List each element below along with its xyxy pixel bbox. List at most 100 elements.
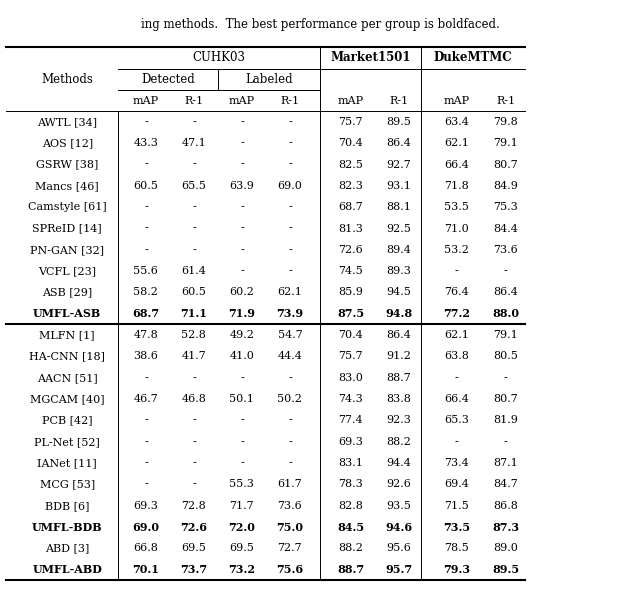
Text: 94.4: 94.4 — [387, 458, 411, 468]
Text: 72.8: 72.8 — [182, 501, 206, 511]
Text: 73.6: 73.6 — [278, 501, 302, 511]
Text: 53.2: 53.2 — [444, 245, 468, 255]
Text: 65.3: 65.3 — [444, 415, 468, 426]
Text: MLFN [1]: MLFN [1] — [40, 330, 95, 340]
Text: 73.2: 73.2 — [228, 564, 255, 575]
Text: 52.8: 52.8 — [182, 330, 206, 340]
Text: -: - — [454, 266, 458, 276]
Text: 86.4: 86.4 — [387, 138, 411, 148]
Text: -: - — [288, 138, 292, 148]
Text: 94.6: 94.6 — [385, 521, 412, 532]
Text: -: - — [240, 458, 244, 468]
Text: -: - — [240, 160, 244, 170]
Text: -: - — [192, 373, 196, 383]
Text: -: - — [192, 245, 196, 255]
Text: 69.4: 69.4 — [444, 479, 468, 489]
Text: 93.1: 93.1 — [387, 181, 411, 191]
Text: 79.1: 79.1 — [493, 138, 518, 148]
Text: -: - — [504, 373, 508, 383]
Text: 75.6: 75.6 — [276, 564, 303, 575]
Text: 63.4: 63.4 — [444, 117, 468, 127]
Text: -: - — [144, 415, 148, 426]
Text: 46.7: 46.7 — [134, 394, 158, 404]
Text: 82.8: 82.8 — [339, 501, 363, 511]
Text: 77.2: 77.2 — [443, 309, 470, 319]
Text: 70.4: 70.4 — [339, 330, 363, 340]
Text: -: - — [288, 415, 292, 426]
Text: 72.0: 72.0 — [228, 521, 255, 532]
Text: DukeMTMC: DukeMTMC — [434, 51, 512, 64]
Text: 61.4: 61.4 — [182, 266, 206, 276]
Text: -: - — [240, 415, 244, 426]
Text: -: - — [192, 437, 196, 447]
Text: -: - — [192, 415, 196, 426]
Text: 72.6: 72.6 — [339, 245, 363, 255]
Text: -: - — [144, 437, 148, 447]
Text: -: - — [504, 266, 508, 276]
Text: 62.1: 62.1 — [444, 138, 468, 148]
Text: 41.7: 41.7 — [182, 352, 206, 362]
Text: 74.5: 74.5 — [339, 266, 363, 276]
Text: 71.1: 71.1 — [180, 309, 207, 319]
Text: 74.3: 74.3 — [339, 394, 363, 404]
Text: 89.3: 89.3 — [387, 266, 411, 276]
Text: PN-GAN [32]: PN-GAN [32] — [30, 245, 104, 255]
Text: 41.0: 41.0 — [230, 352, 254, 362]
Text: 61.7: 61.7 — [278, 479, 302, 489]
Text: mAP: mAP — [229, 96, 255, 106]
Text: ABD [3]: ABD [3] — [45, 543, 90, 553]
Text: 81.9: 81.9 — [493, 415, 518, 426]
Text: 91.2: 91.2 — [387, 352, 411, 362]
Text: mAP: mAP — [133, 96, 159, 106]
Text: -: - — [454, 437, 458, 447]
Text: 87.3: 87.3 — [492, 521, 519, 532]
Text: 69.3: 69.3 — [339, 437, 363, 447]
Text: 83.0: 83.0 — [339, 373, 363, 383]
Text: ing methods.  The best performance per group is boldfaced.: ing methods. The best performance per gr… — [141, 18, 499, 31]
Text: 89.5: 89.5 — [387, 117, 411, 127]
Text: -: - — [144, 202, 148, 212]
Text: PL-Net [52]: PL-Net [52] — [35, 437, 100, 447]
Text: 53.5: 53.5 — [444, 202, 468, 212]
Text: 95.6: 95.6 — [387, 543, 411, 553]
Text: ASB [29]: ASB [29] — [42, 287, 92, 297]
Text: 94.8: 94.8 — [385, 309, 412, 319]
Text: -: - — [240, 117, 244, 127]
Text: 73.5: 73.5 — [443, 521, 470, 532]
Text: MCG [53]: MCG [53] — [40, 479, 95, 489]
Text: 86.4: 86.4 — [387, 330, 411, 340]
Text: 55.3: 55.3 — [230, 479, 254, 489]
Text: 81.3: 81.3 — [339, 223, 363, 233]
Text: 73.6: 73.6 — [493, 245, 518, 255]
Text: UMFL-ASB: UMFL-ASB — [33, 309, 101, 319]
Text: AOS [12]: AOS [12] — [42, 138, 93, 148]
Text: 69.3: 69.3 — [134, 501, 158, 511]
Text: -: - — [288, 245, 292, 255]
Text: -: - — [288, 117, 292, 127]
Text: Mancs [46]: Mancs [46] — [35, 181, 99, 191]
Text: -: - — [192, 117, 196, 127]
Text: Camstyle [61]: Camstyle [61] — [28, 202, 107, 212]
Text: 92.6: 92.6 — [387, 479, 411, 489]
Text: 79.3: 79.3 — [443, 564, 470, 575]
Text: 66.4: 66.4 — [444, 394, 468, 404]
Text: 80.7: 80.7 — [493, 160, 518, 170]
Text: 84.4: 84.4 — [493, 223, 518, 233]
Text: 50.1: 50.1 — [230, 394, 254, 404]
Text: -: - — [144, 373, 148, 383]
Text: 65.5: 65.5 — [182, 181, 206, 191]
Text: 60.5: 60.5 — [182, 287, 206, 297]
Text: 89.4: 89.4 — [387, 245, 411, 255]
Text: 88.7: 88.7 — [387, 373, 411, 383]
Text: -: - — [288, 160, 292, 170]
Text: 69.5: 69.5 — [230, 543, 254, 553]
Text: 93.5: 93.5 — [387, 501, 411, 511]
Text: AWTL [34]: AWTL [34] — [37, 117, 97, 127]
Text: -: - — [504, 437, 508, 447]
Text: 54.7: 54.7 — [278, 330, 302, 340]
Text: 60.5: 60.5 — [134, 181, 158, 191]
Text: CUHK03: CUHK03 — [193, 51, 246, 64]
Text: -: - — [240, 373, 244, 383]
Text: -: - — [192, 223, 196, 233]
Text: 88.2: 88.2 — [387, 437, 411, 447]
